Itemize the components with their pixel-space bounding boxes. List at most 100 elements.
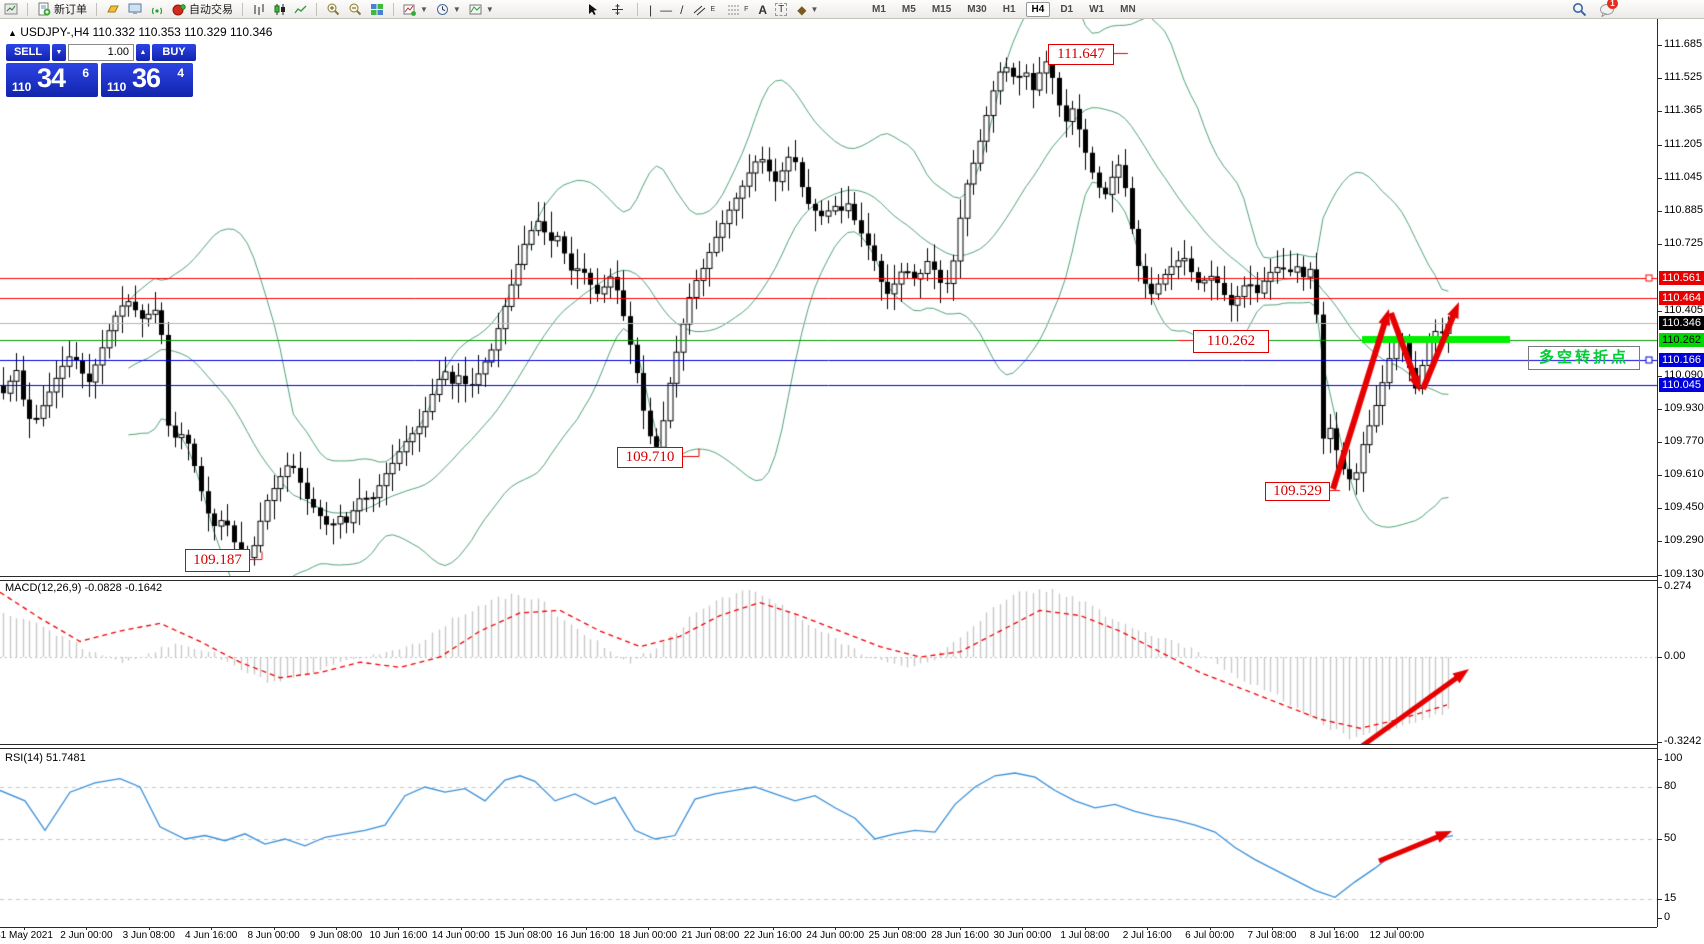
tf-d1[interactable]: D1: [1060, 4, 1074, 15]
price-axis-label: 111.685: [1664, 38, 1703, 50]
price-axis-label: 110.405: [1664, 304, 1703, 316]
zoom-in-button[interactable]: [324, 1, 342, 18]
buy-price-tile[interactable]: 110 36 4: [101, 63, 193, 97]
volume-input[interactable]: 1.00: [68, 44, 134, 61]
time-axis-label: 8 Jul 16:00: [1309, 930, 1359, 941]
new-order-button[interactable]: 新订单: [35, 1, 89, 18]
zoom-in-icon: [327, 3, 340, 16]
price-axis-label: 111.365: [1664, 104, 1703, 116]
fibonacci-tool-button[interactable]: F: [725, 1, 750, 18]
price-tag[interactable]: 109.710: [617, 447, 683, 468]
search-button[interactable]: [1570, 1, 1589, 18]
horizontal-line-tool-button[interactable]: —: [660, 2, 673, 17]
chart-window-body: ▲ USDJPY-,H4 110.332 110.353 110.329 110…: [0, 19, 1704, 944]
time-axis-label: 14 Jun 00:00: [431, 930, 490, 941]
buy-price-big: 36: [132, 63, 161, 93]
tf-m15[interactable]: M15: [931, 4, 952, 15]
text-label-tool-button[interactable]: T: [775, 3, 788, 16]
volume-increase-button[interactable]: ▲: [136, 44, 150, 61]
axis-tick: [1658, 311, 1662, 312]
time-axis-tick: [336, 927, 337, 930]
zoom-out-button[interactable]: [346, 1, 364, 18]
collapse-arrow-icon[interactable]: ▲: [8, 28, 17, 38]
price-tag[interactable]: 109.529: [1265, 482, 1330, 501]
volume-decrease-button[interactable]: ▼: [52, 44, 66, 61]
time-axis-label: 30 Jun 00:00: [993, 930, 1052, 941]
time-axis-tick: [960, 927, 961, 930]
time-axis-tick: [24, 927, 25, 930]
vertical-line-tool-button[interactable]: |: [649, 2, 653, 17]
rsi-panel-separator[interactable]: [0, 744, 1704, 749]
axis-tick: [1658, 475, 1662, 476]
price-axis-label: 109.290: [1664, 534, 1704, 546]
sell-button[interactable]: SELL: [6, 44, 50, 61]
tf-m30[interactable]: M30: [967, 4, 987, 15]
indicators-icon: [403, 4, 416, 16]
rsi-canvas[interactable]: [0, 748, 1657, 927]
separator: [96, 2, 97, 16]
line-chart-icon: [294, 5, 307, 13]
tf-w1[interactable]: W1: [1089, 4, 1105, 15]
axis-tick: [1658, 145, 1662, 146]
tf-m1[interactable]: M1: [872, 4, 886, 15]
vps-button[interactable]: [126, 1, 144, 18]
indicators-button[interactable]: ▼: [401, 1, 430, 18]
arrows-tool-button[interactable]: ◆ ▼: [795, 1, 820, 18]
sell-price-prefix: 110: [12, 80, 32, 94]
terminal-icon: [128, 3, 142, 14]
main-chart-canvas[interactable]: [0, 19, 1657, 577]
signals-button[interactable]: [148, 1, 166, 18]
price-axis-label: 110.885: [1664, 204, 1703, 216]
macd-axis-label: 0.00: [1664, 650, 1686, 662]
tf-h1[interactable]: H1: [1002, 4, 1016, 15]
rsi-axis-label: 50: [1664, 832, 1677, 844]
annotation-label[interactable]: 多空转折点: [1528, 346, 1640, 370]
tf-m5[interactable]: M5: [901, 4, 916, 15]
time-axis-tick: [585, 927, 587, 930]
quote-bar[interactable]: ▲ USDJPY-,H4 110.332 110.353 110.329 110…: [8, 25, 272, 39]
bar-chart-icon: [254, 3, 264, 15]
price-axis-label: 111.045: [1664, 171, 1703, 183]
rsi-axis-label: 15: [1664, 892, 1677, 904]
time-axis-label: 9 Jun 08:00: [309, 930, 363, 941]
separator: [393, 2, 394, 16]
app-chart-button[interactable]: [2, 1, 20, 18]
axis-tick: [1658, 657, 1662, 658]
time-axis-tick: [1022, 927, 1024, 930]
text-tool-button[interactable]: A: [758, 2, 768, 17]
buy-button[interactable]: BUY: [152, 44, 196, 61]
crosshair-tool-button[interactable]: [609, 1, 626, 18]
line-chart-mode-button[interactable]: [292, 1, 309, 18]
axis-tick: [1658, 409, 1662, 410]
bar-chart-mode-button[interactable]: [250, 1, 267, 18]
autotrading-button[interactable]: 自动交易: [170, 1, 235, 18]
price-tag[interactable]: 109.187: [185, 549, 250, 572]
buy-price-prefix: 110: [107, 80, 127, 94]
rsi-bottom-border: [0, 927, 1657, 928]
candle-chart-mode-button[interactable]: [271, 1, 288, 18]
trendline-tool-button[interactable]: /: [680, 2, 684, 17]
cursor-tool-button[interactable]: [585, 1, 601, 18]
timeframe-toolbar: M1 M5 M15 M30 H1 H4 D1 W1 MN: [866, 0, 1142, 19]
chat-button[interactable]: 1: [1597, 0, 1618, 18]
macd-canvas[interactable]: [0, 581, 1657, 744]
channel-tool-button[interactable]: E: [691, 1, 717, 18]
autotrading-icon: [172, 3, 186, 15]
price-tag[interactable]: 110.262: [1193, 330, 1269, 353]
clock-icon: [436, 3, 448, 15]
time-axis-label: 22 Jun 16:00: [743, 930, 802, 941]
templates-button[interactable]: ▼: [467, 1, 496, 18]
tf-h4[interactable]: H4: [1025, 2, 1051, 17]
time-axis-label: 1 Jul 08:00: [1060, 930, 1110, 941]
price-tag[interactable]: 111.647: [1048, 44, 1114, 65]
market-button[interactable]: [104, 1, 122, 18]
time-axis-tick: [1084, 927, 1086, 930]
tf-mn[interactable]: MN: [1120, 4, 1136, 15]
price-axis[interactable]: 111.685 111.525 111.365 111.205 111.045 110.8…: [1657, 19, 1704, 927]
sell-price-tile[interactable]: 110 34 6: [6, 63, 98, 97]
time-axis-tick: [1147, 927, 1149, 930]
tile-windows-button[interactable]: [368, 1, 386, 18]
macd-panel-separator[interactable]: [0, 576, 1704, 581]
timeframes-clock-button[interactable]: ▼: [434, 1, 463, 18]
time-axis[interactable]: 31 May 2021 2 Jun 00:00 3 Jun 08:00 4 Jun 1…: [0, 927, 1657, 944]
